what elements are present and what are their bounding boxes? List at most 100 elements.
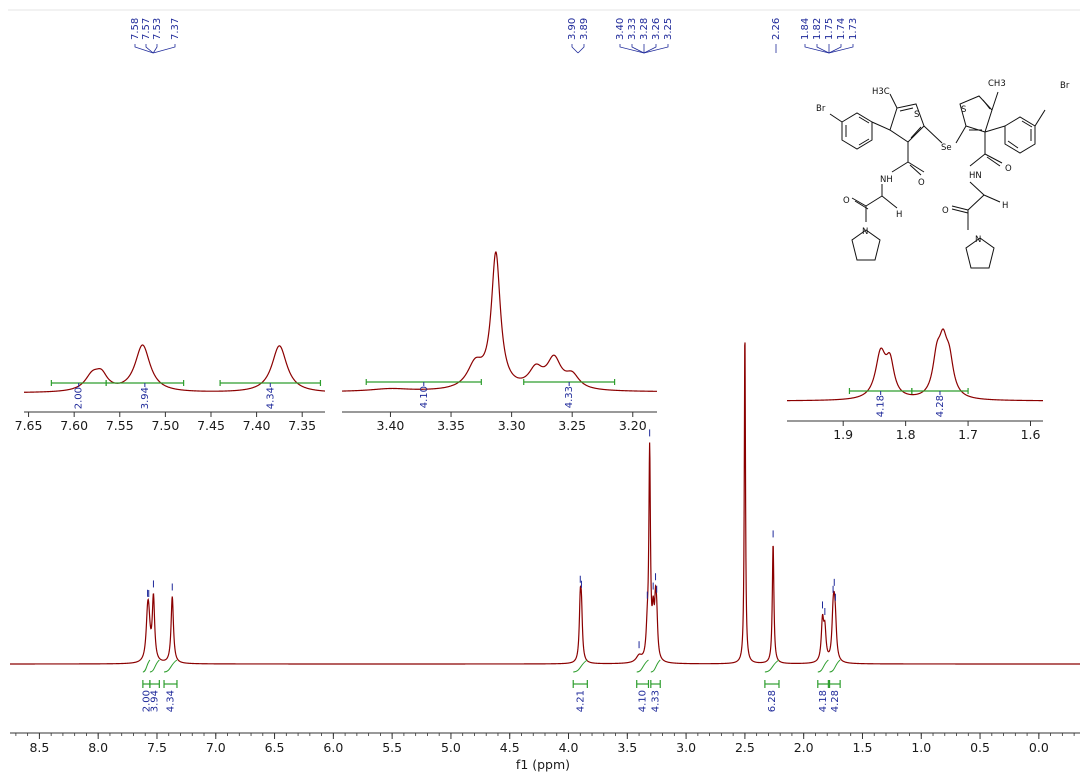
peak-leader [643, 44, 669, 54]
integral-value: 6.28 [767, 690, 778, 712]
peak-label-group: 3.90 3.89 [567, 18, 590, 54]
integral-value: 4.21 [575, 690, 586, 712]
pyrrolidine-ring-left [851, 229, 881, 261]
peak-label-groups: 7.58 7.57 7.53 7.37 3.90 3.89 3.40 3.33 3.28 3.26… [130, 18, 859, 54]
integral-curve [764, 659, 780, 673]
methyl-label-right: CH3 [988, 79, 1006, 89]
integral-value: 4.33 [651, 690, 662, 712]
peak-label: 3.33 [627, 18, 638, 40]
peak-label: 2.26 [771, 18, 782, 40]
x-tick-label: 2.0 [794, 740, 814, 755]
peak-label-group: 7.58 7.57 7.53 7.37 [130, 18, 181, 54]
inset-tick-label: 3.30 [498, 418, 526, 433]
x-tick-label: 2.5 [735, 740, 755, 755]
peak-leader [571, 44, 579, 54]
atom-label: HN [969, 171, 982, 181]
atom-label: O [1005, 164, 1012, 174]
peak-label-group: 3.40 3.33 3.28 3.26 3.25 [615, 18, 674, 54]
peak-label: 3.26 [651, 18, 662, 40]
x-tick-label: 5.5 [382, 740, 402, 755]
integral-value: 4.18 [818, 690, 829, 712]
integral-value: 4.28 [830, 690, 841, 712]
inset-integral-value: 2.00 [74, 387, 85, 409]
atom-label: Br [1060, 81, 1070, 91]
x-tick-label: 3.0 [676, 740, 696, 755]
x-tick-label: 8.5 [29, 740, 49, 755]
pyrrolidine-ring-right [965, 237, 995, 269]
integral-value: 2.00 [141, 690, 152, 712]
peak-label: 3.28 [639, 18, 650, 40]
main-spectrum-plot: 8.5 8.0 7.5 7.0 6.5 6.0 5.5 5.0 4.5 4.0 3.5 3.0 2.5 2… [10, 342, 1080, 755]
inset-integral-value: 4.33 [564, 386, 575, 408]
atom-label: O [843, 196, 850, 206]
integral-value: 3.94 [150, 690, 161, 712]
x-tick-label: 7.5 [147, 740, 167, 755]
atom-label: S [914, 110, 919, 120]
atom-label: N [862, 227, 868, 237]
x-tick-label: 0.0 [1029, 740, 1049, 755]
inset-tick-label: 7.40 [243, 418, 271, 433]
peak-leader [145, 44, 154, 54]
peak-label: 1.84 [800, 18, 811, 40]
inset-methylene: 3.40 3.35 3.30 3.25 3.20 4.10 4.33 [341, 251, 657, 433]
inset-tick-label: 3.20 [619, 418, 647, 433]
atom-label: H [1002, 201, 1008, 211]
peak-leader [153, 44, 176, 54]
peak-leader [577, 44, 585, 54]
inset-integral-value: 3.94 [140, 387, 151, 409]
peak-label: 1.74 [836, 18, 847, 40]
atom-label: O [942, 206, 949, 216]
peak-leader [828, 44, 842, 54]
x-tick-label: 0.5 [970, 740, 990, 755]
x-tick-label: 4.0 [559, 740, 579, 755]
inset-integral-value: 4.34 [265, 387, 276, 409]
x-tick-label: 3.5 [617, 740, 637, 755]
peak-label: 3.25 [663, 18, 674, 40]
inset-integral-value: 4.28 [935, 395, 946, 417]
peak-label: 3.89 [579, 18, 590, 40]
x-axis-label: f1 (ppm) [516, 757, 570, 772]
inset-tick-label: 3.35 [437, 418, 465, 433]
inset-tick-label: 1.8 [896, 427, 916, 442]
atom-label: Se [941, 143, 952, 153]
integral-curve [650, 659, 661, 673]
molecular-structure [829, 91, 1046, 269]
inset-tick-label: 7.45 [197, 418, 225, 433]
atom-label: N [975, 235, 981, 245]
integral-curve [149, 659, 160, 673]
integral-curve [636, 659, 649, 673]
thiophene-ring-left [889, 103, 925, 143]
benzene-ring-left [841, 112, 873, 150]
integral-value: 4.34 [166, 690, 177, 712]
peak-label: 3.40 [615, 18, 626, 40]
inset-spectrum-line [787, 328, 1044, 402]
peak-label: 1.75 [824, 18, 835, 40]
atom-label: NH [880, 175, 893, 185]
atom-label: O [918, 178, 925, 188]
x-tick-label: 7.0 [206, 740, 226, 755]
inset-tick-label: 7.60 [60, 418, 88, 433]
inset-tick-label: 3.40 [377, 418, 405, 433]
x-tick-label: 6.0 [323, 740, 343, 755]
peak-leader [643, 44, 657, 54]
benzene-ring-right [1004, 116, 1036, 154]
peak-label: 1.73 [848, 18, 859, 40]
spectrum-line [10, 342, 1080, 665]
peak-leader [816, 44, 830, 54]
peak-label-group: 2.26 [771, 18, 782, 53]
inset-spectrum-line [341, 251, 657, 392]
peak-label-group: 1.84 1.82 1.75 1.74 1.73 [800, 18, 859, 54]
inset-integral-value: 4.18 [876, 395, 887, 417]
inset-tick-label: 7.35 [288, 418, 316, 433]
inset-tick-label: 7.55 [106, 418, 134, 433]
inset-plots: 7.65 7.60 7.55 7.50 7.45 7.40 7.35 2.00 3.94 4.34… [15, 251, 1044, 442]
inset-tick-label: 1.7 [958, 427, 978, 442]
integral-curve [142, 659, 151, 673]
peak-label: 3.90 [567, 18, 578, 40]
x-tick-label: 8.0 [88, 740, 108, 755]
peak-leader [828, 44, 854, 54]
peak-leader [804, 44, 830, 54]
inset-tick-label: 7.50 [151, 418, 179, 433]
x-tick-label: 1.5 [853, 740, 873, 755]
